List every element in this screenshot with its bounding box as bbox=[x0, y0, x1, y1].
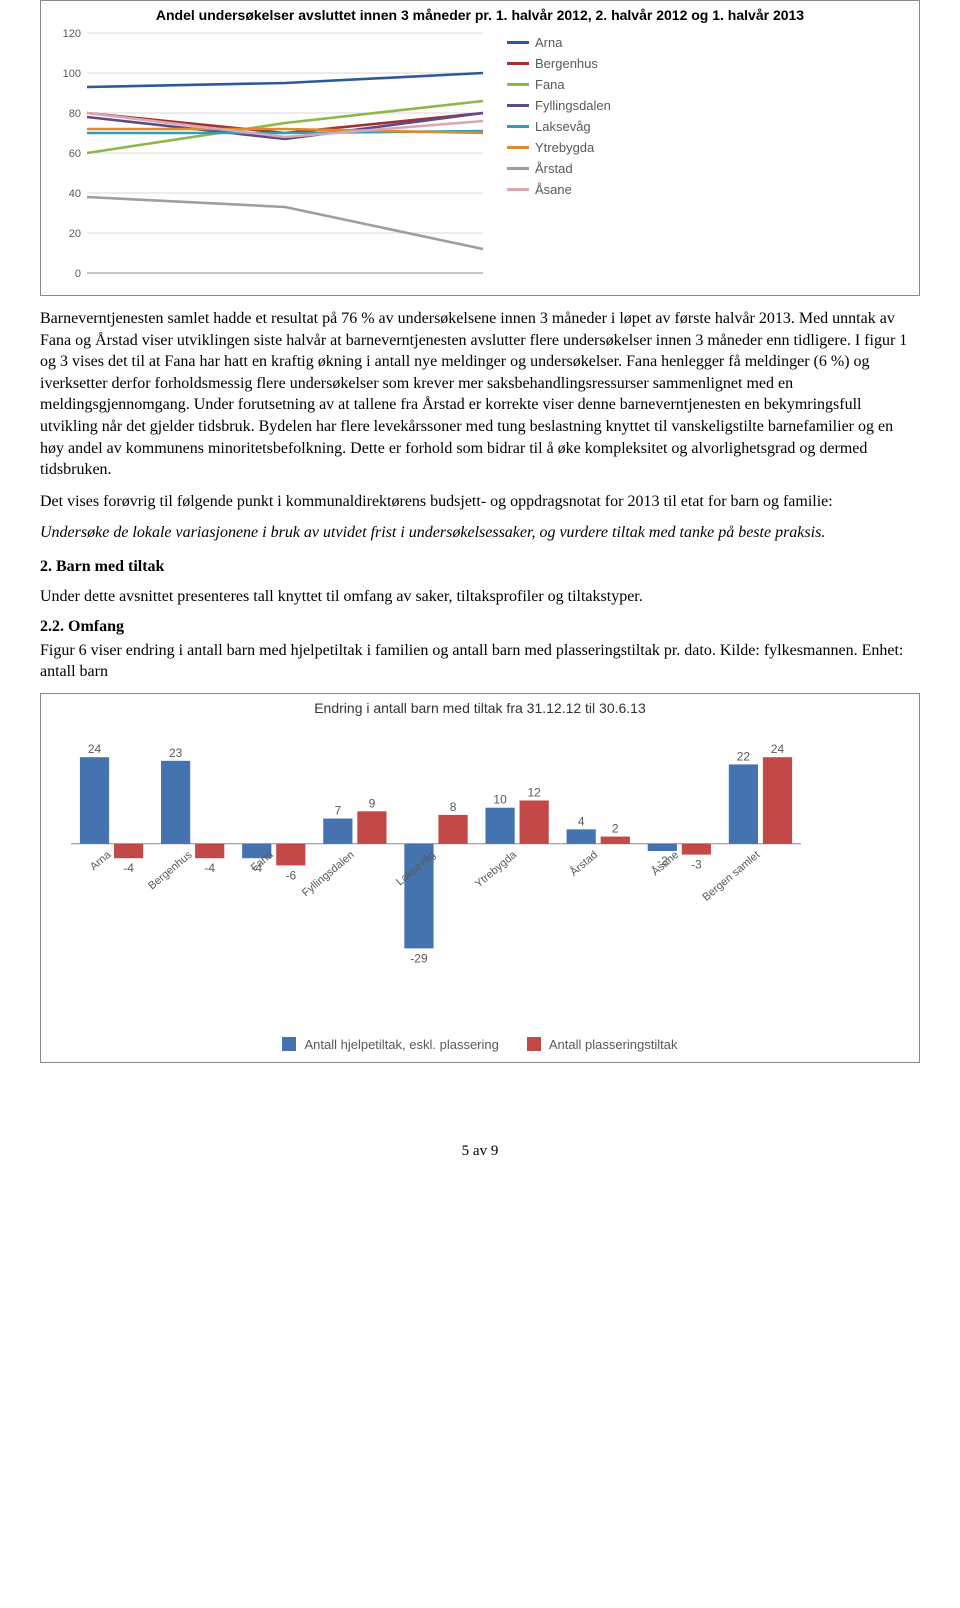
svg-text:Fyllingsdalen: Fyllingsdalen bbox=[300, 849, 357, 899]
legend-swatch bbox=[507, 62, 529, 65]
svg-text:9: 9 bbox=[369, 796, 376, 810]
legend-item: Arna bbox=[507, 35, 611, 50]
svg-text:0: 0 bbox=[75, 268, 81, 280]
line-chart-title: Andel undersøkelser avsluttet innen 3 må… bbox=[49, 7, 911, 23]
line-chart-svg: 0 20 40 60 80 100 120 bbox=[49, 27, 489, 287]
bar-chart-legend: Antall hjelpetiltak, eskl. plassering Ant… bbox=[51, 1037, 909, 1052]
svg-text:Arna: Arna bbox=[88, 848, 114, 873]
legend-label: Fyllingsdalen bbox=[535, 98, 611, 113]
legend-label: Ytrebygda bbox=[535, 140, 594, 155]
svg-text:-29: -29 bbox=[410, 951, 428, 965]
svg-text:24: 24 bbox=[88, 742, 102, 756]
paragraph-3-italic: Undersøke de lokale variasjonene i bruk … bbox=[40, 522, 920, 544]
bar-chart-title: Endring i antall barn med tiltak fra 31.… bbox=[51, 700, 909, 716]
svg-text:7: 7 bbox=[335, 803, 342, 817]
legend-swatch bbox=[527, 1037, 541, 1051]
paragraph-5: Figur 6 viser endring i antall barn med … bbox=[40, 640, 920, 683]
legend-label: Antall hjelpetiltak, eskl. plassering bbox=[304, 1037, 498, 1052]
line-chart-body: 0 20 40 60 80 100 120 Arna Bergenhus Fana Fylling… bbox=[49, 27, 911, 287]
legend-item: Antall plasseringstiltak bbox=[527, 1037, 678, 1052]
legend-item: Fyllingsdalen bbox=[507, 98, 611, 113]
svg-text:Åsane: Åsane bbox=[649, 848, 681, 878]
legend-label: Antall plasseringstiltak bbox=[549, 1037, 678, 1052]
svg-text:Bergen samlet: Bergen samlet bbox=[700, 849, 762, 904]
svg-text:8: 8 bbox=[450, 800, 457, 814]
legend-label: Årstad bbox=[535, 161, 573, 176]
legend-swatch bbox=[507, 188, 529, 191]
section-2-title: 2. Barn med tiltak bbox=[40, 558, 920, 576]
legend-swatch bbox=[282, 1037, 296, 1051]
svg-text:Bergenhus: Bergenhus bbox=[146, 848, 195, 892]
svg-text:-3: -3 bbox=[691, 857, 702, 871]
line-chart-legend: Arna Bergenhus Fana Fyllingsdalen Laksevåg Yt… bbox=[489, 27, 611, 287]
legend-label: Fana bbox=[535, 77, 565, 92]
legend-swatch bbox=[507, 83, 529, 86]
legend-swatch bbox=[507, 41, 529, 44]
legend-item: Laksevåg bbox=[507, 119, 611, 134]
legend-item: Bergenhus bbox=[507, 56, 611, 71]
svg-text:100: 100 bbox=[63, 68, 81, 80]
svg-text:2: 2 bbox=[612, 821, 619, 835]
legend-label: Åsane bbox=[535, 182, 572, 197]
paragraph-1: Barneverntjenesten samlet hadde et resul… bbox=[40, 308, 920, 481]
svg-text:12: 12 bbox=[527, 785, 541, 799]
legend-swatch bbox=[507, 125, 529, 128]
legend-item: Åsane bbox=[507, 182, 611, 197]
legend-label: Arna bbox=[535, 35, 562, 50]
svg-text:-6: -6 bbox=[285, 868, 296, 882]
section-2-2-title: 2.2. Omfang bbox=[40, 618, 920, 636]
legend-item: Fana bbox=[507, 77, 611, 92]
svg-text:80: 80 bbox=[69, 108, 81, 120]
paragraph-4: Under dette avsnittet presenteres tall k… bbox=[40, 586, 920, 608]
svg-text:Årstad: Årstad bbox=[567, 848, 600, 878]
page-footer: 5 av 9 bbox=[40, 1143, 920, 1160]
bar-chart-frame: Endring i antall barn med tiltak fra 31.… bbox=[40, 693, 920, 1063]
legend-swatch bbox=[507, 104, 529, 107]
line-chart-plot: 0 20 40 60 80 100 120 bbox=[49, 27, 489, 287]
svg-text:23: 23 bbox=[169, 746, 183, 760]
svg-text:-4: -4 bbox=[123, 861, 134, 875]
svg-text:10: 10 bbox=[493, 792, 507, 806]
svg-text:22: 22 bbox=[737, 749, 751, 763]
svg-text:60: 60 bbox=[69, 148, 81, 160]
svg-text:120: 120 bbox=[63, 28, 81, 40]
svg-text:20: 20 bbox=[69, 228, 81, 240]
svg-text:40: 40 bbox=[69, 188, 81, 200]
legend-item: Antall hjelpetiltak, eskl. plassering bbox=[282, 1037, 498, 1052]
line-chart-frame: Andel undersøkelser avsluttet innen 3 må… bbox=[40, 0, 920, 296]
svg-text:24: 24 bbox=[771, 742, 785, 756]
svg-text:Ytrebygda: Ytrebygda bbox=[473, 848, 520, 890]
legend-item: Ytrebygda bbox=[507, 140, 611, 155]
legend-label: Laksevåg bbox=[535, 119, 591, 134]
paragraph-2: Det vises forøvrig til følgende punkt i … bbox=[40, 491, 920, 513]
bar-chart-svg: 24-4Arna23-4Bergenhus-4-6Fana79Fyllingsd… bbox=[51, 722, 811, 1022]
legend-swatch bbox=[507, 167, 529, 170]
svg-text:4: 4 bbox=[578, 814, 585, 828]
legend-swatch bbox=[507, 146, 529, 149]
legend-item: Årstad bbox=[507, 161, 611, 176]
legend-label: Bergenhus bbox=[535, 56, 598, 71]
svg-text:-4: -4 bbox=[204, 861, 215, 875]
